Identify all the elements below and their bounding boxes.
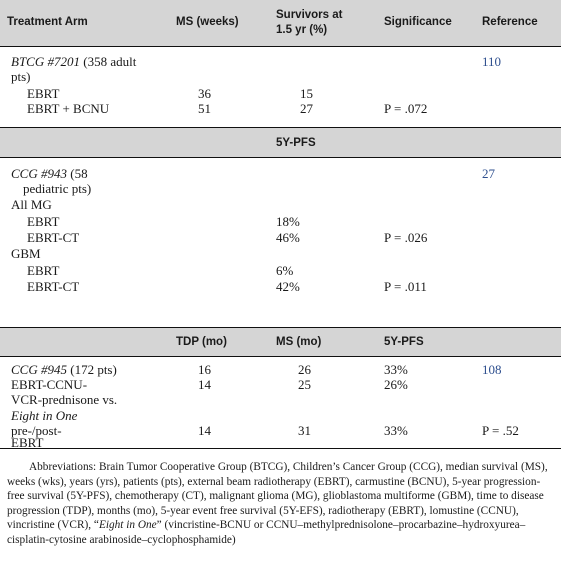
header-significance: Significance bbox=[384, 16, 452, 28]
tdp-value: 16 bbox=[198, 362, 211, 377]
pfs-value: 33% bbox=[384, 423, 408, 438]
study-detail-line2: pts) bbox=[11, 69, 31, 84]
significance-value: P = .026 bbox=[384, 230, 428, 245]
section-band-tdp bbox=[0, 328, 561, 356]
pfs-value: 33% bbox=[384, 362, 408, 377]
pfs-value: 26% bbox=[384, 377, 408, 392]
table-bottom-rule bbox=[0, 448, 561, 449]
arm-label: EBRT bbox=[27, 86, 60, 101]
pfs-value: 6% bbox=[276, 263, 294, 278]
study-name: CCG #943 bbox=[11, 166, 67, 181]
tdp-value: 14 bbox=[198, 377, 211, 392]
arm-label: EBRT + BCNU bbox=[27, 101, 110, 116]
ms-value: 36 bbox=[198, 86, 211, 101]
study-detail: (358 adult bbox=[79, 54, 137, 69]
ms-value: 51 bbox=[198, 101, 211, 116]
study-ccg-945: CCG #945 (172 pts) bbox=[11, 362, 117, 377]
reference-link-27[interactable]: 27 bbox=[482, 166, 495, 181]
header-reference: Reference bbox=[482, 16, 538, 28]
arm-label-line1: EBRT-CCNU- bbox=[11, 377, 88, 392]
footnote-italic: Eight in One bbox=[98, 519, 157, 532]
section-rule-4 bbox=[0, 356, 561, 357]
band-label-ms: MS (mo) bbox=[276, 336, 322, 348]
pfs-value: 18% bbox=[276, 214, 300, 229]
study-name: CCG #945 bbox=[11, 362, 67, 377]
study-detail-line2: pediatric pts) bbox=[23, 181, 92, 196]
ms-value: 26 bbox=[298, 362, 311, 377]
arm-label: EBRT-CT bbox=[27, 230, 80, 245]
reference-link-108[interactable]: 108 bbox=[482, 362, 502, 377]
header-ms-weeks: MS (weeks) bbox=[176, 16, 239, 28]
arm-label-line2: VCR-prednisone vs. bbox=[11, 392, 118, 407]
arm-label: EBRT-CT bbox=[27, 279, 80, 294]
header-rule bbox=[0, 46, 561, 47]
study-ccg-943: CCG #943 (58 bbox=[11, 166, 88, 181]
significance-value: P = .072 bbox=[384, 101, 428, 116]
group-label: GBM bbox=[11, 246, 41, 261]
pfs-value: 46% bbox=[276, 230, 300, 245]
header-survivors-line1: Survivors at bbox=[276, 9, 343, 21]
tdp-value: 14 bbox=[198, 423, 211, 438]
section-band-5y-pfs bbox=[0, 128, 561, 157]
ms-value: 25 bbox=[298, 377, 311, 392]
header-survivors-line2: 1.5 yr (%) bbox=[276, 24, 328, 36]
group-label: All MG bbox=[11, 197, 52, 212]
reference-link-110[interactable]: 110 bbox=[482, 54, 502, 69]
section-rule-2 bbox=[0, 157, 561, 158]
survivors-value: 15 bbox=[300, 86, 313, 101]
table-header-background bbox=[0, 0, 561, 46]
study-name: BTCG #7201 bbox=[11, 54, 80, 69]
footnote-text-end: ” (vincristine-BCNU or CCNU–methylpredni… bbox=[7, 519, 526, 546]
header-treatment-arm: Treatment Arm bbox=[7, 16, 88, 28]
section-rule-3 bbox=[0, 327, 561, 328]
band-label-tdp: TDP (mo) bbox=[176, 336, 227, 348]
band-label-5y-pfs: 5Y-PFS bbox=[276, 137, 316, 149]
study-btcg-7201: BTCG #7201 (358 adult bbox=[11, 54, 136, 69]
study-detail: (172 pts) bbox=[66, 362, 117, 377]
abbreviations-footnote: Abbreviations: Brain Tumor Cooperative G… bbox=[7, 460, 552, 548]
significance-value: P = .52 bbox=[482, 423, 519, 438]
ms-value: 31 bbox=[298, 423, 311, 438]
section-rule-1 bbox=[0, 127, 561, 128]
arm-label: EBRT bbox=[27, 214, 60, 229]
study-detail: (58 bbox=[66, 166, 88, 181]
band-label-5y-pfs: 5Y-PFS bbox=[384, 336, 424, 348]
arm-label: EBRT bbox=[27, 263, 60, 278]
arm-label-line3: EBRT bbox=[11, 435, 44, 450]
survivors-value: 27 bbox=[300, 101, 313, 116]
pfs-value: 42% bbox=[276, 279, 300, 294]
arm-label-line1: Eight in One bbox=[11, 408, 78, 423]
footnote-text: Abbreviations: Brain Tumor Cooperative G… bbox=[7, 461, 548, 532]
significance-value: P = .011 bbox=[384, 279, 427, 294]
arm-label-line2: pre-/post- bbox=[11, 423, 62, 438]
